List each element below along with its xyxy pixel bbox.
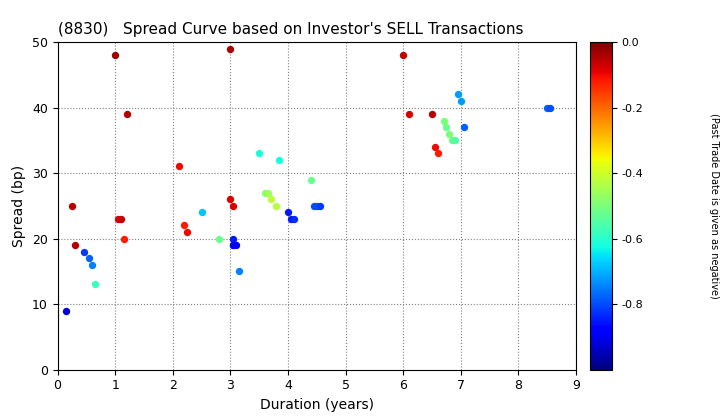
Point [446, 137, 458, 144]
Point [455, 97, 467, 104]
X-axis label: Duration (years): Duration (years) [260, 398, 374, 412]
Point [181, 228, 193, 235]
Point [262, 189, 274, 196]
Point [265, 196, 276, 202]
Point [544, 104, 556, 111]
Point [288, 215, 300, 222]
Point [274, 157, 285, 163]
Point [228, 242, 239, 249]
Point [118, 235, 130, 242]
Point [426, 111, 438, 118]
Point [86, 261, 98, 268]
Point [541, 104, 553, 111]
Point [311, 202, 323, 209]
Point [452, 91, 464, 98]
Point [429, 144, 441, 150]
Point [305, 176, 317, 183]
Point [179, 222, 190, 229]
Point [458, 124, 469, 131]
Point [173, 163, 184, 170]
Point [444, 130, 455, 137]
Point [60, 307, 72, 314]
Y-axis label: Time in years between 5/2/2025 and Trade Date
(Past Trade Date is given as negat: Time in years between 5/2/2025 and Trade… [709, 88, 720, 324]
Point [230, 242, 242, 249]
Point [438, 117, 449, 124]
Y-axis label: Spread (bp): Spread (bp) [12, 165, 27, 247]
Point [213, 235, 225, 242]
Point [121, 111, 132, 118]
Point [69, 242, 81, 249]
Point [449, 137, 461, 144]
Point [285, 215, 297, 222]
Point [89, 281, 101, 288]
Point [196, 209, 207, 216]
Point [78, 248, 89, 255]
Point [228, 242, 239, 249]
Point [233, 268, 245, 275]
Point [228, 235, 239, 242]
Point [259, 189, 271, 196]
Point [225, 45, 236, 52]
Point [228, 202, 239, 209]
Point [225, 196, 236, 202]
Point [253, 150, 265, 157]
Point [66, 202, 78, 209]
Point [441, 124, 452, 131]
Point [109, 52, 121, 58]
Text: (8830)   Spread Curve based on Investor's SELL Transactions: (8830) Spread Curve based on Investor's … [58, 22, 523, 37]
Point [308, 202, 320, 209]
Point [112, 215, 124, 222]
Point [84, 255, 95, 262]
Point [432, 150, 444, 157]
Point [282, 209, 294, 216]
Point [397, 52, 409, 58]
Point [115, 215, 127, 222]
Point [314, 202, 325, 209]
Point [403, 111, 415, 118]
Point [271, 202, 282, 209]
